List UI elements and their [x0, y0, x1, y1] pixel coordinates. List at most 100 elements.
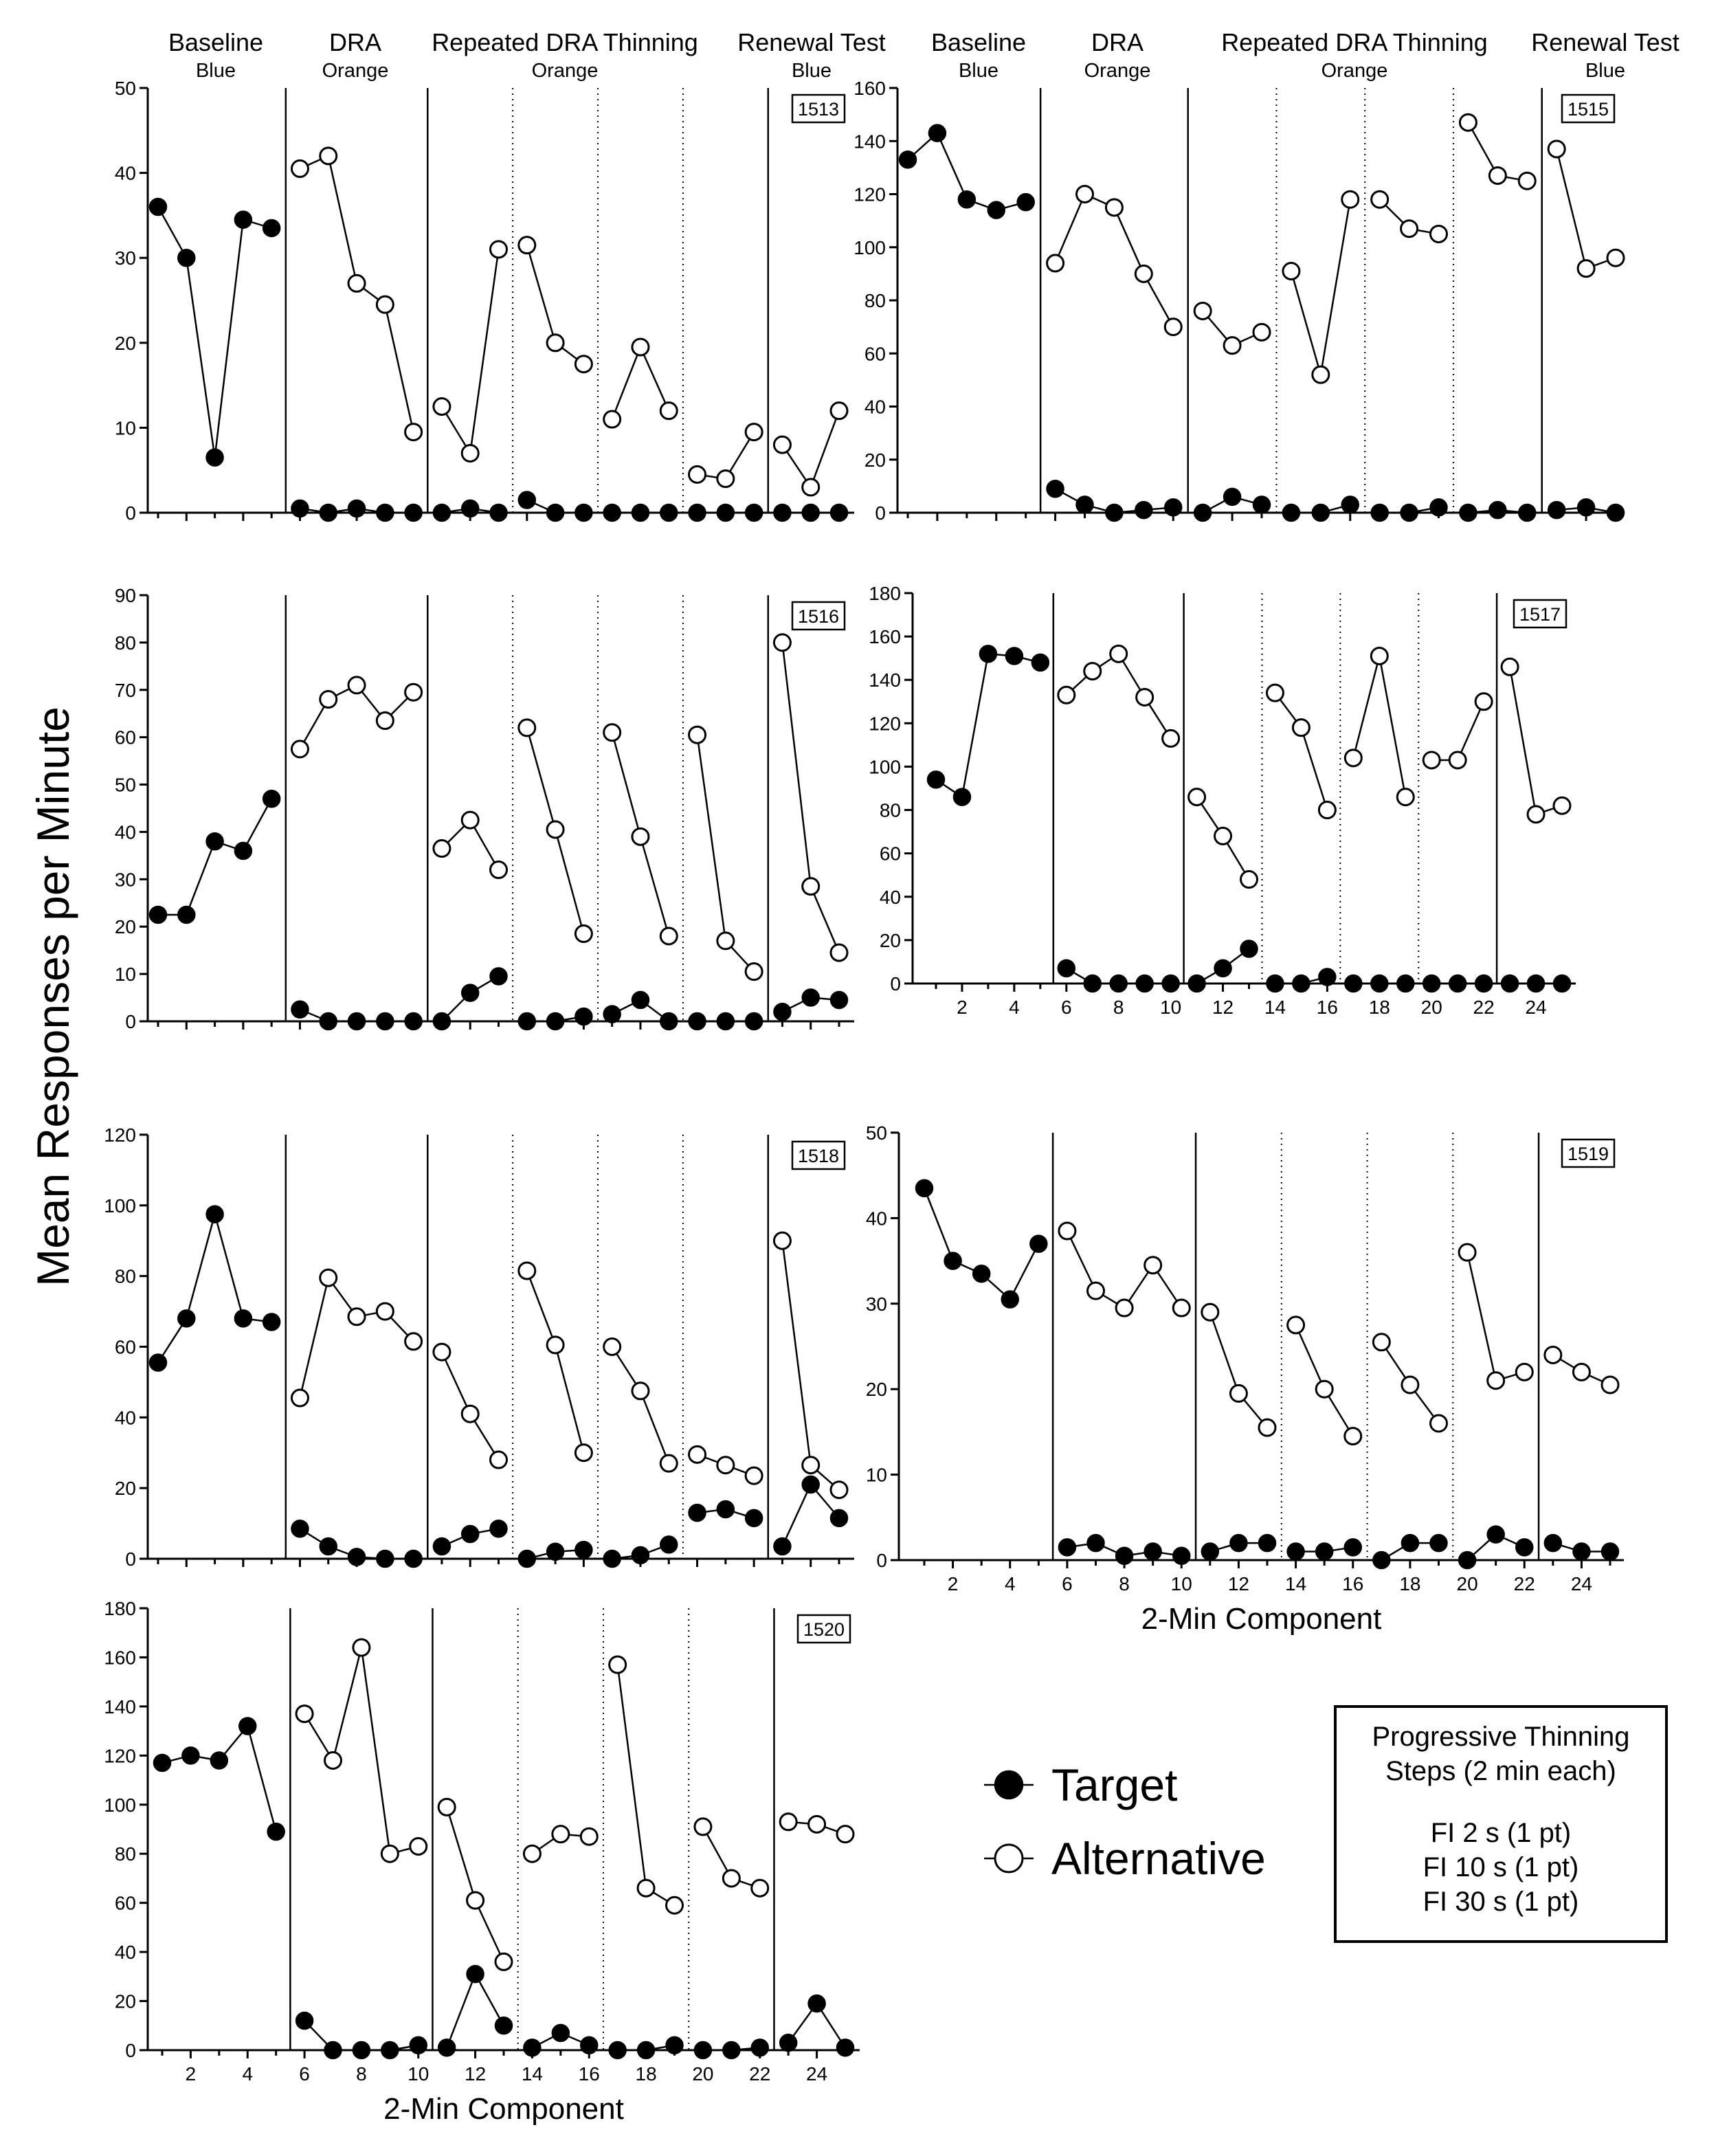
phase-headers-left: Baseline Blue DRA Orange Repeated DRA Th… — [168, 28, 886, 82]
target-point — [376, 1549, 394, 1568]
alternative-point — [1370, 647, 1389, 666]
target-point — [744, 503, 763, 522]
thinning-steps-box: Progressive Thinning Steps (2 min each) … — [1334, 1705, 1668, 1943]
target-point — [801, 503, 820, 522]
y-tick-label: 40 — [115, 821, 136, 843]
alternative-point — [1448, 751, 1467, 770]
target-point — [574, 1007, 593, 1026]
target-point — [1187, 974, 1206, 993]
target-point — [437, 2038, 456, 2057]
target-point — [409, 2036, 427, 2055]
target-point — [517, 1549, 537, 1568]
series-segment — [923, 1188, 954, 1262]
target-point — [779, 2034, 798, 2052]
alternative-point — [489, 240, 508, 259]
target-point — [494, 2016, 513, 2035]
y-tick-label: 0 — [890, 973, 901, 994]
alternative-point — [1286, 1315, 1306, 1335]
series-segment — [1352, 656, 1381, 759]
target-point — [1572, 1542, 1591, 1561]
y-axis-title: Mean Responses per Minute — [27, 707, 78, 1287]
alternative-point — [1572, 1362, 1591, 1381]
y-tick-label: 30 — [115, 247, 136, 269]
alternative-point — [636, 1878, 656, 1898]
target-point — [1075, 496, 1094, 514]
y-tick-label: 20 — [866, 1379, 887, 1400]
participant-id-label: 1517 — [1519, 604, 1561, 625]
alternative-point — [603, 1337, 622, 1356]
alternative-point — [319, 146, 338, 166]
x-tick-label: 20 — [692, 2063, 713, 2085]
y-tick-label: 120 — [104, 1745, 136, 1766]
thinning-box-line: FI 30 s (1 pt) — [1423, 1887, 1579, 1917]
target-point — [432, 503, 451, 522]
alternative-point — [1486, 1371, 1506, 1390]
series-alternative — [1046, 113, 1625, 384]
series-segment — [1009, 1243, 1040, 1300]
target-point — [1161, 974, 1180, 993]
target-point — [466, 1965, 484, 1983]
target-point — [957, 190, 977, 209]
series-segment — [1555, 148, 1587, 269]
alternative-point — [1500, 657, 1519, 676]
target-point — [1258, 1533, 1277, 1553]
series-segment — [247, 1726, 277, 1832]
target-point — [972, 1265, 991, 1283]
y-tick-label: 100 — [869, 756, 901, 777]
series-segment — [1466, 1252, 1497, 1381]
target-point — [688, 503, 706, 522]
series-alternative — [1058, 1221, 1620, 1446]
target-point — [603, 503, 621, 522]
y-tick-label: 40 — [864, 397, 886, 418]
alternative-point — [1046, 254, 1065, 273]
target-point — [1500, 974, 1519, 993]
target-point — [631, 990, 650, 1010]
target-point — [665, 2036, 684, 2055]
series-segment — [639, 346, 670, 412]
target-point — [1201, 1542, 1220, 1561]
y-tick-label: 20 — [115, 333, 136, 354]
target-point — [1518, 503, 1537, 522]
series-segment — [214, 219, 245, 458]
target-point — [291, 499, 309, 518]
target-point — [546, 503, 565, 522]
target-point — [744, 1509, 763, 1528]
y-tick-label: 60 — [115, 1337, 136, 1358]
target-point — [574, 503, 593, 522]
y-tick-label: 20 — [115, 1991, 136, 2012]
target-point — [153, 1753, 172, 1772]
participant-id-label: 1518 — [798, 1146, 839, 1166]
target-point — [1001, 1290, 1019, 1309]
alternative-point — [688, 465, 707, 484]
series-segment — [810, 886, 840, 953]
series-segment — [299, 1277, 329, 1399]
target-point — [1057, 959, 1076, 978]
series-segment — [1295, 1324, 1326, 1390]
target-point — [660, 1012, 678, 1031]
alternative-point — [693, 1817, 713, 1836]
y-tick-label: 160 — [854, 78, 886, 99]
x-tick-label: 12 — [465, 2063, 486, 2085]
alternative-point — [517, 236, 537, 255]
series-segment — [469, 819, 500, 871]
alternative-point — [829, 401, 849, 421]
participant-id-label: 1519 — [1568, 1144, 1609, 1164]
alternative-point — [404, 423, 423, 442]
alternative-point — [1474, 692, 1493, 711]
alternative-point — [1229, 1383, 1248, 1403]
y-tick-label: 20 — [864, 449, 886, 471]
target-point — [603, 1549, 621, 1568]
x-tick-label: 12 — [1212, 997, 1234, 1018]
target-point — [580, 2036, 599, 2055]
x-tick-label: 18 — [1369, 997, 1390, 1018]
y-tick-label: 40 — [115, 1942, 136, 1963]
series-segment — [526, 1270, 557, 1346]
alternative-point — [744, 962, 763, 981]
alternative-point — [1240, 870, 1258, 889]
series-segment — [360, 1647, 391, 1854]
panel-1513: 0 10 20 30 40 50 1513 — [115, 78, 854, 524]
series-target — [148, 789, 849, 1031]
y-tick-label: 0 — [875, 502, 886, 524]
y-tick-label: 120 — [869, 713, 901, 734]
x-tick-label: 4 — [242, 2063, 253, 2085]
